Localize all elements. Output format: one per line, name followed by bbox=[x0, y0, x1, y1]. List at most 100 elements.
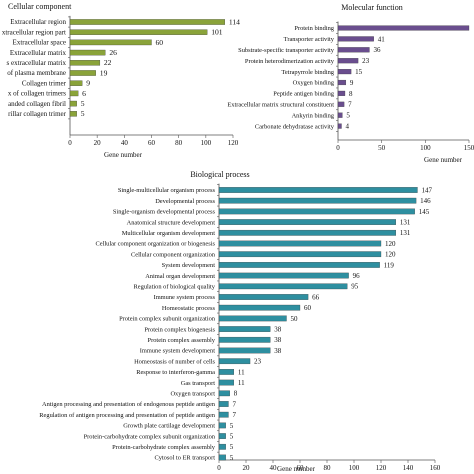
bp-category-label: Cytosol to ER transport bbox=[154, 455, 215, 462]
bp-value-label: 11 bbox=[238, 379, 245, 387]
cc-category-label: s extracellular matrix bbox=[7, 59, 67, 67]
mf-title: Molecular function bbox=[341, 3, 403, 12]
mf-bar bbox=[337, 58, 359, 64]
cc-category-label: of plasma membrane bbox=[7, 69, 66, 77]
mf-bar bbox=[337, 47, 370, 53]
bp-value-label: 120 bbox=[385, 240, 396, 248]
cc-bar bbox=[69, 29, 208, 35]
bp-bar bbox=[218, 262, 380, 268]
bp-category-label: Animal organ development bbox=[145, 273, 215, 280]
cc-bar bbox=[69, 60, 101, 66]
bp-value-label: 11 bbox=[238, 368, 245, 376]
bp-bar bbox=[218, 208, 415, 215]
bp-category-label: Antigen processing and presentation of e… bbox=[42, 401, 216, 408]
bp-bar bbox=[218, 369, 234, 375]
cc-x-tick-label: 20 bbox=[94, 139, 102, 147]
cc-category-label: Extracellular matrix bbox=[10, 49, 67, 57]
cc-value-label: 101 bbox=[211, 28, 223, 37]
mf-value-label: 36 bbox=[373, 46, 381, 54]
mf-value-label: 15 bbox=[355, 68, 363, 76]
mf-bar bbox=[337, 69, 352, 75]
bp-bar bbox=[218, 219, 397, 225]
mf-value-label: 5 bbox=[346, 112, 350, 120]
cc-value-label: 19 bbox=[100, 68, 108, 77]
cc-value-label: 60 bbox=[156, 38, 164, 47]
bp-x-tick-label: 100 bbox=[349, 464, 360, 472]
bp-bar bbox=[218, 411, 229, 418]
bp-value-label: 5 bbox=[230, 422, 234, 430]
mf-bar bbox=[337, 112, 343, 118]
bp-category-label: Protein-carbohydrate complex subunit org… bbox=[84, 433, 216, 440]
bp-x-tick-label: 140 bbox=[403, 464, 414, 472]
cc-x-tick-label: 100 bbox=[201, 139, 212, 147]
cc-category-label: Extracellular space bbox=[13, 39, 66, 47]
cc-bar bbox=[69, 100, 77, 107]
cc-title: Cellular component bbox=[8, 2, 72, 11]
cc-bar bbox=[69, 70, 96, 76]
mf-category-label: Substrate-specific transporter activity bbox=[238, 47, 335, 54]
bp-category-label: System development bbox=[162, 262, 216, 269]
bp-category-label: Single-organism developmental process bbox=[113, 209, 216, 216]
bp-category-label: Developmental process bbox=[155, 198, 215, 205]
bp-value-label: 96 bbox=[353, 272, 361, 280]
bp-value-label: 50 bbox=[291, 315, 299, 323]
bp-bar bbox=[218, 390, 230, 397]
bp-category-label: Protein-carbohydrate complex assembly bbox=[112, 444, 216, 451]
cc-category-label: xtracellular region part bbox=[2, 28, 66, 36]
bp-x-tick-label: 60 bbox=[297, 464, 305, 472]
bp-value-label: 5 bbox=[230, 454, 234, 462]
bp-category-label: Protein complex biogenesis bbox=[144, 326, 215, 333]
bp-value-label: 60 bbox=[304, 304, 312, 312]
cc-x-axis-label: Gene number bbox=[104, 151, 143, 159]
bp-bar bbox=[218, 283, 348, 290]
mf-value-label: 8 bbox=[349, 90, 353, 98]
bp-category-label: Protein complex assembly bbox=[148, 337, 216, 344]
cc-x-tick-label: 120 bbox=[228, 139, 239, 147]
cc-bar bbox=[69, 39, 152, 46]
cc-value-label: 5 bbox=[81, 99, 85, 108]
bp-category-label: Homeostatic process bbox=[162, 305, 216, 312]
cc-category-label: anded collagen fibril bbox=[8, 100, 66, 108]
bp-category-label: Regulation of antigen processing and pre… bbox=[39, 412, 215, 419]
cc-category-label: x of collagen trimers bbox=[8, 90, 66, 98]
cc-x-tick-label: 80 bbox=[175, 139, 183, 147]
mf-category-label: Transporter activity bbox=[284, 36, 335, 43]
cc-bar bbox=[69, 80, 83, 86]
cc-bar bbox=[69, 49, 106, 56]
bp-bar bbox=[218, 197, 417, 204]
bp-category-label: Growth plate cartilage development bbox=[123, 423, 215, 430]
mf-x-tick-label: 50 bbox=[378, 144, 386, 152]
cc-value-label: 5 bbox=[81, 109, 85, 118]
bp-value-label: 38 bbox=[274, 336, 282, 344]
bp-value-label: 120 bbox=[385, 251, 396, 259]
bp-value-label: 131 bbox=[400, 219, 411, 227]
bp-value-label: 23 bbox=[254, 358, 261, 366]
cc-value-label: 9 bbox=[86, 79, 90, 88]
bp-value-label: 5 bbox=[230, 433, 234, 441]
mf-x-tick-label: 100 bbox=[420, 144, 431, 152]
cc-category-label: rillar collagen trimer bbox=[8, 110, 67, 118]
bp-value-label: 145 bbox=[419, 208, 430, 216]
cc-bar bbox=[69, 90, 79, 97]
bp-bar bbox=[218, 229, 397, 236]
bp-x-tick-label: 40 bbox=[270, 464, 278, 472]
cc-bar bbox=[69, 19, 226, 25]
mf-category-label: Extracellular matrix structural constitu… bbox=[227, 102, 334, 109]
cc-x-tick-label: 0 bbox=[68, 139, 72, 147]
mf-category-label: Oxygen binding bbox=[293, 80, 335, 87]
bp-value-label: 119 bbox=[384, 261, 395, 269]
bp-value-label: 146 bbox=[420, 197, 431, 205]
mf-value-label: 23 bbox=[362, 57, 370, 65]
bp-value-label: 66 bbox=[312, 293, 320, 301]
bp-bar bbox=[218, 304, 301, 311]
bp-category-label: Oxygen transport bbox=[170, 391, 215, 398]
bp-bar bbox=[218, 336, 271, 343]
bp-value-label: 95 bbox=[351, 283, 359, 291]
cc-value-label: 22 bbox=[104, 58, 112, 67]
cc-value-label: 6 bbox=[82, 89, 86, 98]
bp-category-label: Anatomical structure development bbox=[127, 219, 216, 226]
cc-category-label: Extracellular region bbox=[10, 18, 66, 26]
mf-bar bbox=[337, 123, 342, 129]
bp-bar bbox=[218, 401, 229, 407]
